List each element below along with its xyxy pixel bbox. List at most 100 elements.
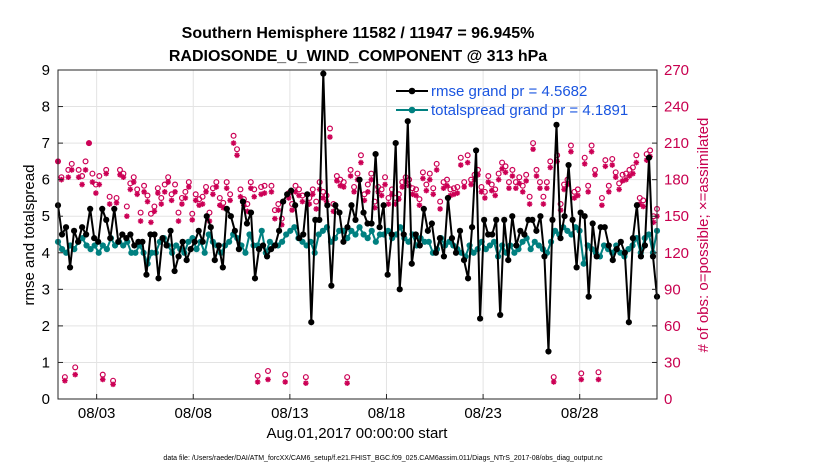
obs-possible-marker	[144, 192, 151, 199]
rmse-point	[452, 249, 460, 256]
obs-assimilated-marker	[585, 189, 591, 195]
obs-assimilated-marker	[189, 217, 196, 223]
obs-assimilated-marker	[75, 174, 82, 181]
rmse-point	[155, 275, 162, 282]
obs-assimilated-marker	[492, 192, 499, 199]
rmse-point	[75, 238, 82, 245]
rmse-point	[111, 205, 118, 213]
rmse-point	[404, 118, 411, 125]
rmse-point	[521, 231, 528, 238]
obs-possible-marker	[426, 170, 433, 177]
rmse-point	[416, 242, 423, 249]
obs-assimilated-marker	[609, 162, 616, 168]
x-tick-label: 08/18	[368, 405, 406, 422]
obs-possible-marker	[437, 198, 444, 205]
obs-assimilated-marker	[320, 195, 326, 201]
legend-spread-label: totalspread grand pr = 4.1891	[431, 102, 628, 119]
y-axis-right: 0 30 60 90 120 150 180 210 240 270	[652, 62, 689, 408]
obs-assimilated-marker	[454, 190, 461, 196]
rmse-point	[227, 213, 234, 220]
rmse-point	[183, 256, 190, 264]
totalspread-point	[87, 246, 94, 253]
obs-assimilated-marker	[416, 202, 423, 209]
totalspread-point	[242, 249, 249, 256]
obs-assimilated-marker	[203, 189, 209, 195]
obs-possible-marker	[220, 199, 227, 206]
obs-assimilated-marker	[299, 198, 306, 205]
rmse-point	[489, 231, 496, 238]
rmse-point	[545, 348, 552, 355]
obs-assimilated-marker	[488, 187, 495, 194]
legend: rmse grand pr = 4.5682 totalspread grand…	[396, 83, 628, 119]
obs-possible-marker	[382, 174, 389, 181]
rmse-point	[468, 224, 476, 231]
obs-possible-marker	[182, 188, 189, 195]
obs-possible-marker	[185, 179, 192, 186]
obs-assimilated-marker	[86, 140, 92, 146]
obs-assimilated-marker	[223, 185, 230, 191]
rmse-point	[324, 202, 331, 209]
totalspread-point	[482, 246, 489, 253]
obs-assimilated-marker	[423, 187, 430, 194]
obs-possible-marker	[499, 159, 506, 166]
rmse-point	[444, 194, 452, 202]
rmse-point	[553, 121, 560, 128]
obs-assimilated-marker	[172, 189, 178, 195]
obs-possible-marker	[495, 170, 502, 177]
y-tick-label: 4	[42, 245, 50, 262]
obs-assimilated-marker	[168, 197, 175, 204]
rmse-point	[637, 253, 645, 260]
rmse-point	[231, 227, 238, 234]
obs-possible-marker	[530, 140, 537, 147]
totalspread-point	[405, 238, 412, 245]
obs-assimilated-marker	[509, 173, 516, 179]
totalspread-point	[193, 246, 200, 253]
totalspread-point	[132, 249, 139, 256]
obs-possible-marker	[261, 182, 268, 189]
obs-possible-marker	[351, 183, 358, 190]
rmse-point	[384, 271, 391, 278]
obs-assimilated-marker	[179, 201, 185, 207]
obs-assimilated-marker	[272, 215, 278, 222]
obs-assimilated-marker	[451, 191, 457, 198]
totalspread-point	[360, 231, 367, 238]
obs-possible-marker	[612, 169, 619, 176]
obs-assimilated-marker	[485, 179, 492, 185]
obs-assimilated-marker	[568, 148, 574, 155]
obs-assimilated-marker	[619, 178, 626, 184]
rmse-point	[119, 231, 126, 238]
obs-possible-marker	[578, 370, 585, 377]
obs-assimilated-marker	[330, 208, 337, 215]
rmse-point	[380, 202, 387, 209]
obs-possible-marker	[130, 174, 137, 181]
obs-possible-marker	[189, 210, 196, 217]
legend-rmse-label: rmse grand pr = 4.5682	[431, 83, 587, 100]
y-tick-label: 2	[42, 318, 50, 335]
obs-possible-marker	[223, 179, 230, 186]
totalspread-point	[315, 231, 322, 238]
obs-assimilated-marker	[213, 184, 220, 190]
obs-possible-marker	[134, 186, 141, 193]
y-tick-label: 5	[42, 208, 50, 225]
obs-possible-marker	[523, 171, 530, 178]
obs-assimilated-marker	[399, 184, 406, 190]
obs-assimilated-marker	[365, 189, 371, 195]
obs-assimilated-marker	[285, 195, 292, 201]
obs-assimilated-marker	[636, 201, 643, 207]
rmse-point	[577, 209, 584, 216]
y-axis-label: rmse and totalspread	[21, 165, 38, 306]
totalspread-point	[83, 242, 90, 249]
obs-possible-marker	[137, 209, 144, 216]
rmse-point	[505, 256, 512, 264]
rmse-point	[99, 205, 106, 213]
obs-possible-marker	[464, 152, 471, 159]
obs-assimilated-marker	[151, 208, 158, 215]
obs-assimilated-marker	[413, 192, 419, 199]
rmse-point	[645, 154, 653, 161]
obs-possible-marker	[309, 186, 316, 193]
rmse-point	[127, 231, 134, 238]
obs-possible-marker	[354, 170, 361, 177]
obs-assimilated-marker	[409, 191, 416, 198]
obs-assimilated-marker	[113, 200, 120, 206]
obs-possible-marker	[361, 191, 368, 198]
